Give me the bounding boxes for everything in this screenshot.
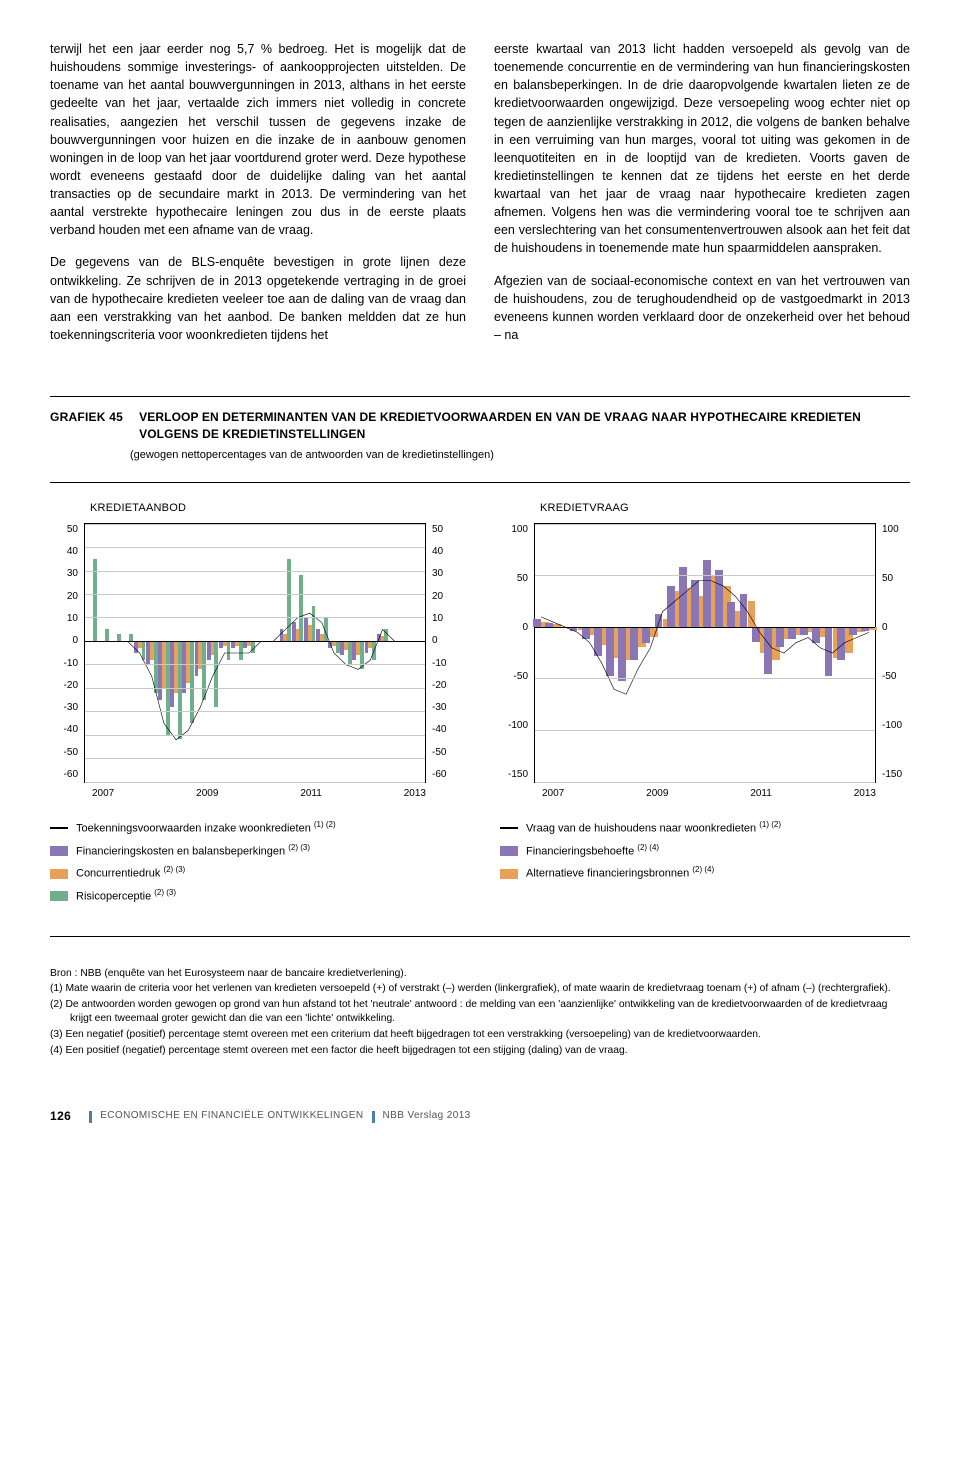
page-number: 126 xyxy=(50,1108,71,1125)
legend-swatch xyxy=(50,827,68,829)
line-layer xyxy=(535,524,875,782)
legend-swatch xyxy=(50,846,68,856)
body-text: terwijl het een jaar eerder nog 5,7 % be… xyxy=(50,40,910,358)
line-layer xyxy=(85,524,425,782)
y-axis-left: 100500-50-100-150 xyxy=(500,523,534,783)
separator-icon xyxy=(372,1111,375,1123)
note-source: Bron : NBB (enquête van het Eurosysteem … xyxy=(50,967,910,981)
y-axis-right: 50403020100-10-20-30-40-50-60 xyxy=(426,523,460,783)
legend-item: Financieringskosten en balansbeperkingen… xyxy=(50,842,460,861)
legend-swatch xyxy=(50,869,68,879)
footer-section: ECONOMISCHE EN FINANCIËLE ONTWIKKELINGEN xyxy=(100,1109,363,1124)
paragraph: Afgezien van de sociaal-economische cont… xyxy=(494,272,910,345)
divider xyxy=(50,396,910,397)
note: (2) De antwoorden worden gewogen op gron… xyxy=(50,998,910,1026)
legend-item: Vraag van de huishoudens naar woonkredie… xyxy=(500,819,910,838)
note: (1) Mate waarin de criteria voor het ver… xyxy=(50,982,910,996)
legend-item: Concurrentiedruk (2) (3) xyxy=(50,864,460,883)
legend-swatch xyxy=(500,827,518,829)
legend-item: Toekenningsvoorwaarden inzake woonkredie… xyxy=(50,819,460,838)
chart-block: GRAFIEK 45 VERLOOP EN DETERMINANTEN VAN … xyxy=(50,396,910,1058)
y-axis-left: 50403020100-10-20-30-40-50-60 xyxy=(50,523,84,783)
paragraph: eerste kwartaal van 2013 licht hadden ve… xyxy=(494,40,910,258)
legend-label: Risicoperceptie (2) (3) xyxy=(76,887,176,906)
chart-subtitle: (gewogen nettopercentages van de antwoor… xyxy=(130,448,910,464)
chart-series-title: KREDIETVRAAG xyxy=(540,501,910,517)
legend-label: Alternatieve financieringsbronnen (2) (4… xyxy=(526,864,714,883)
legend-label: Toekenningsvoorwaarden inzake woonkredie… xyxy=(76,819,336,838)
chart-title: VERLOOP EN DETERMINANTEN VAN DE KREDIETV… xyxy=(139,409,910,444)
note: (4) Een positief (negatief) percentage s… xyxy=(50,1044,910,1058)
legend-swatch xyxy=(500,846,518,856)
legend-label: Concurrentiedruk (2) (3) xyxy=(76,864,185,883)
separator-icon xyxy=(89,1111,92,1123)
legend-label: Vraag van de huishoudens naar woonkredie… xyxy=(526,819,781,838)
legend-item: Alternatieve financieringsbronnen (2) (4… xyxy=(500,864,910,883)
chart-left: KREDIETAANBOD 50403020100-10-20-30-40-50… xyxy=(50,501,460,910)
chart-series-title: KREDIETAANBOD xyxy=(90,501,460,517)
note: (3) Een negatief (positief) percentage s… xyxy=(50,1028,910,1042)
paragraph: De gegevens van de BLS-enquête bevestige… xyxy=(50,253,466,344)
y-axis-right: 100500-50-100-150 xyxy=(876,523,910,783)
left-column: terwijl het een jaar eerder nog 5,7 % be… xyxy=(50,40,466,358)
legend-item: Risicoperceptie (2) (3) xyxy=(50,887,460,906)
x-axis: 2007200920112013 xyxy=(500,783,910,802)
divider xyxy=(50,936,910,937)
plot-area xyxy=(534,523,876,783)
divider xyxy=(50,482,910,483)
legend-item: Financieringsbehoefte (2) (4) xyxy=(500,842,910,861)
plot-area xyxy=(84,523,426,783)
footer-report: NBB Verslag 2013 xyxy=(383,1109,471,1124)
legend: Vraag van de huishoudens naar woonkredie… xyxy=(500,819,910,883)
legend-label: Financieringskosten en balansbeperkingen… xyxy=(76,842,310,861)
chart-notes: Bron : NBB (enquête van het Eurosysteem … xyxy=(50,967,910,1058)
legend-label: Financieringsbehoefte (2) (4) xyxy=(526,842,659,861)
right-column: eerste kwartaal van 2013 licht hadden ve… xyxy=(494,40,910,358)
legend-swatch xyxy=(500,869,518,879)
page-footer: 126 ECONOMISCHE EN FINANCIËLE ONTWIKKELI… xyxy=(50,1108,910,1125)
chart-label: GRAFIEK 45 xyxy=(50,409,123,444)
legend-swatch xyxy=(50,891,68,901)
x-axis: 2007200920112013 xyxy=(50,783,460,802)
paragraph: terwijl het een jaar eerder nog 5,7 % be… xyxy=(50,40,466,239)
legend: Toekenningsvoorwaarden inzake woonkredie… xyxy=(50,819,460,905)
chart-right: KREDIETVRAAG 100500-50-100-150 100500-50… xyxy=(500,501,910,910)
